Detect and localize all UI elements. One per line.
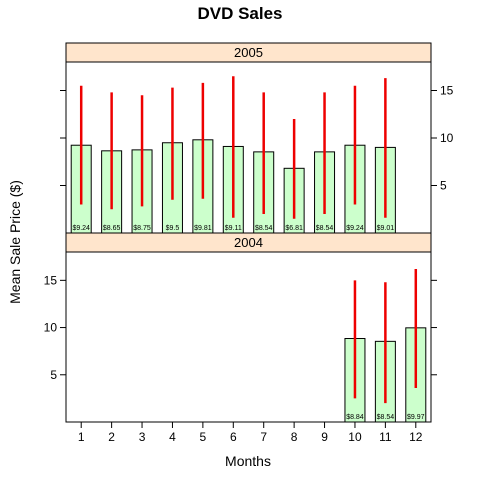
chart-title: DVD Sales: [197, 4, 282, 23]
x-tick-label: 3: [139, 430, 146, 444]
bar-data-label: $9.5: [166, 225, 180, 232]
x-tick-label: 10: [348, 430, 362, 444]
x-tick-label: 4: [169, 430, 176, 444]
bar-data-label: $8.65: [103, 225, 121, 232]
y-tick-label: 15: [44, 273, 58, 287]
x-tick-label: 9: [321, 430, 328, 444]
x-tick-label: 8: [291, 430, 298, 444]
x-tick-label: 6: [230, 430, 237, 444]
x-tick-label: 7: [260, 430, 267, 444]
bar-data-label: $9.01: [377, 225, 395, 232]
panel-strip-label: 2005: [234, 45, 263, 60]
bar-data-label: $8.54: [377, 414, 395, 421]
bar-data-label: $8.54: [316, 225, 334, 232]
y-tick-label: 5: [440, 179, 447, 193]
bar-data-label: $9.24: [346, 225, 364, 232]
panel-2004: 2004 5 10 15 $8.84 $8.54 $9.97: [44, 232, 437, 423]
x-tick-label: 5: [200, 430, 207, 444]
bar-data-label: $9.11: [225, 225, 242, 232]
y-tick-label: 10: [44, 321, 58, 335]
y-tick-label: 5: [50, 368, 57, 382]
x-tick-label: 1: [78, 430, 85, 444]
panel-plot-frame: [65, 251, 432, 423]
bar-data-label: $8.54: [255, 225, 273, 232]
panel-2005: 2005 5 10 15 $9.24 $8.65 $8.75 $9.5 $9.81 $9.11 $8…: [60, 42, 454, 234]
bar-data-label: $9.97: [407, 414, 425, 421]
y-axis-label: Mean Sale Price ($): [7, 180, 23, 304]
bar-data-label: $6.81: [285, 225, 303, 232]
bar-data-label: $8.75: [133, 225, 151, 232]
bar-data-label: $9.24: [72, 225, 90, 232]
y-tick-label: 15: [440, 84, 454, 98]
x-tick-label: 11: [379, 430, 392, 444]
y-tick-label: 10: [440, 131, 454, 145]
x-tick-label: 2: [108, 430, 115, 444]
x-tick-label: 12: [409, 430, 423, 444]
panel-strip-label: 2004: [234, 235, 263, 250]
x-axis-label: Months: [225, 453, 271, 469]
bar-data-label: $9.81: [194, 225, 212, 232]
bar-data-label: $8.84: [346, 414, 364, 421]
